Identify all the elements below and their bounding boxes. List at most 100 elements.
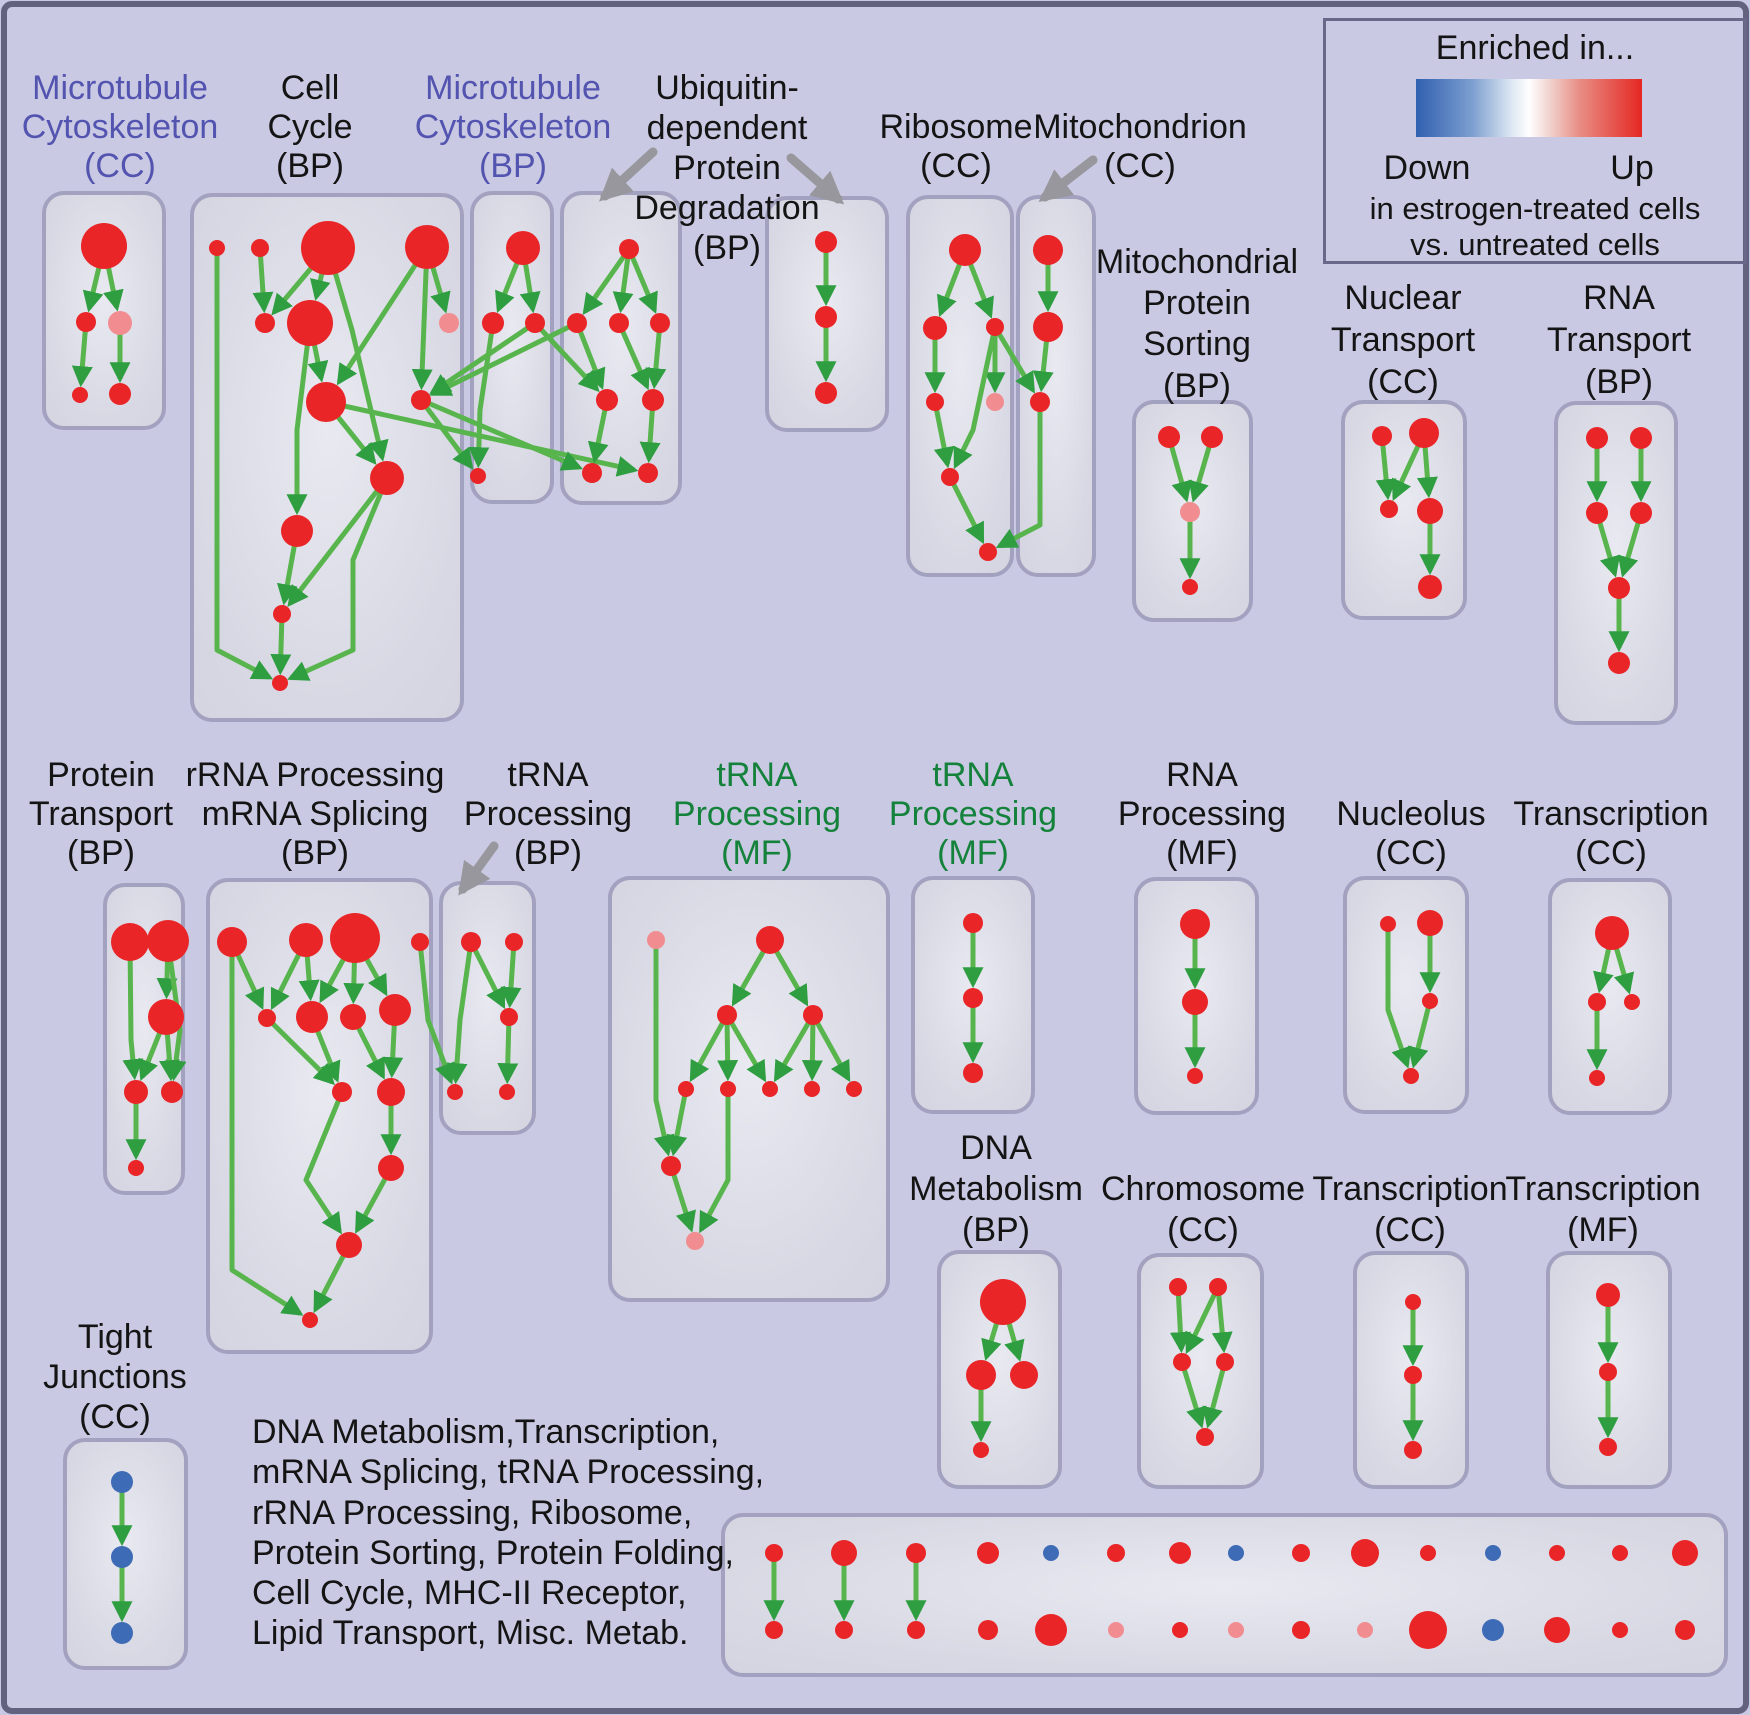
go-term-node-up xyxy=(287,300,333,346)
cluster-box xyxy=(470,191,554,504)
go-term-node-up xyxy=(638,463,658,483)
cluster-label: Protein xyxy=(1143,284,1251,322)
cluster-label: Degradation xyxy=(634,189,819,227)
misc-groups-note-line: Cell Cycle, MHC-II Receptor, xyxy=(252,1574,687,1612)
cluster-box xyxy=(1137,1253,1264,1489)
go-term-node-up xyxy=(941,468,959,486)
legend-down-label: Down xyxy=(1383,149,1471,187)
cluster-label: (MF) xyxy=(1567,1211,1639,1249)
go-term-node-up xyxy=(1589,1070,1605,1086)
cluster-label: DNA xyxy=(960,1129,1032,1167)
go-term-node-down xyxy=(1043,1545,1059,1561)
edge-arrow xyxy=(947,475,985,545)
cluster-label: (CC) xyxy=(79,1398,151,1436)
legend: Enriched in... Down Up in estrogen-treat… xyxy=(1323,18,1747,264)
legend-subtitle-1: in estrogen-treated cells xyxy=(1369,191,1701,226)
go-term-node-up xyxy=(258,1009,276,1027)
cluster-label: Mitochondrion xyxy=(1033,108,1247,146)
edge-arrow xyxy=(932,401,955,469)
go-term-node-up xyxy=(963,1063,983,1083)
label-pointer-arrow xyxy=(1038,155,1098,202)
cluster-label: (CC) xyxy=(84,147,156,185)
cluster-label: RNA xyxy=(1583,279,1655,317)
enrichment-gradient-bar xyxy=(1416,79,1642,137)
cluster-label: (BP) xyxy=(693,229,761,267)
cluster-box xyxy=(1554,401,1678,725)
go-term-node-down xyxy=(111,1622,133,1644)
go-term-node-up xyxy=(1169,1278,1187,1296)
go-term-node-up xyxy=(923,316,947,340)
go-term-node-up xyxy=(609,313,629,333)
go-term-node-up xyxy=(1180,909,1210,939)
go-term-node-up xyxy=(306,382,346,422)
cluster-label: rRNA Processing xyxy=(186,756,445,794)
go-term-node-up xyxy=(1409,418,1439,448)
go-term-node-weak-up xyxy=(439,313,459,333)
edge-arrow xyxy=(417,941,455,1085)
go-term-node-up xyxy=(128,1160,144,1176)
go-term-node-up xyxy=(1030,392,1050,412)
go-term-node-up xyxy=(330,913,380,963)
go-term-node-up xyxy=(1404,1366,1422,1384)
go-term-node-down xyxy=(1482,1619,1504,1641)
cluster-label: (BP) xyxy=(962,1211,1030,1249)
cluster-label: (CC) xyxy=(1167,1211,1239,1249)
go-term-node-up xyxy=(979,543,997,561)
misc-groups-note-line: Lipid Transport, Misc. Metab. xyxy=(252,1614,689,1652)
go-term-node-up xyxy=(296,1001,328,1033)
go-term-node-up xyxy=(411,390,431,410)
legend-title: Enriched in... xyxy=(1435,29,1635,67)
go-term-node-up xyxy=(1201,426,1223,448)
cluster-label: RNA xyxy=(1166,756,1238,794)
go-term-node-up xyxy=(1292,1544,1310,1562)
edge-arrow xyxy=(325,247,389,462)
cluster-label: Cycle xyxy=(267,108,352,146)
go-term-node-up xyxy=(109,383,131,405)
go-term-node-up xyxy=(1612,1545,1628,1561)
go-term-node-up xyxy=(973,1442,989,1458)
edge-arrow xyxy=(418,398,474,470)
go-term-node-up xyxy=(1549,1545,1565,1561)
cluster-label: (CC) xyxy=(920,147,992,185)
edge-arrow xyxy=(645,322,667,390)
go-term-node-up xyxy=(461,932,481,952)
go-term-node-up xyxy=(1586,502,1608,524)
go-term-node-up xyxy=(1380,500,1398,518)
edge-arrow xyxy=(810,1013,851,1083)
misc-groups-note-line: mRNA Splicing, tRNA Processing, xyxy=(252,1453,764,1491)
edge-arrow xyxy=(270,613,292,676)
go-term-node-up xyxy=(255,313,275,333)
cluster-label: Transport xyxy=(1331,321,1476,359)
legend-subtitle-2: vs. untreated cells xyxy=(1410,227,1660,262)
cluster-label: Protein xyxy=(47,756,155,794)
edge-arrow xyxy=(286,322,313,516)
cluster-label: Transcription xyxy=(1312,1170,1507,1208)
legend-up-label: Up xyxy=(1610,149,1654,187)
go-term-node-weak-up xyxy=(1357,1622,1373,1638)
edge-arrow xyxy=(626,248,658,314)
go-term-node-up xyxy=(301,221,355,275)
go-term-node-up xyxy=(1612,1622,1628,1638)
cluster-label: mRNA Splicing xyxy=(202,795,429,833)
cluster-label: (BP) xyxy=(1163,367,1231,405)
edge-arrow xyxy=(1407,1000,1433,1069)
cluster-label: Processing xyxy=(464,795,632,833)
cluster-label: Microtubule xyxy=(425,69,601,107)
go-term-node-up xyxy=(370,461,404,495)
go-term-node-up xyxy=(1035,1614,1067,1646)
go-term-node-up xyxy=(835,1621,853,1639)
cluster-label: Transcription xyxy=(1505,1170,1700,1208)
go-term-node-up xyxy=(977,1542,999,1564)
cluster-label: (BP) xyxy=(1585,363,1653,401)
edge-arrow xyxy=(71,321,93,388)
go-term-node-up xyxy=(81,223,127,269)
go-term-node-up xyxy=(567,313,587,333)
edge-arrow xyxy=(689,1013,730,1083)
cluster-label: (BP) xyxy=(514,834,582,872)
go-term-node-up xyxy=(906,1543,926,1563)
go-term-node-up xyxy=(147,920,189,962)
cluster-label: (BP) xyxy=(281,834,349,872)
cluster-label: (CC) xyxy=(1104,147,1176,185)
cluster-label: tRNA xyxy=(507,756,589,794)
go-term-node-up xyxy=(978,1620,998,1640)
